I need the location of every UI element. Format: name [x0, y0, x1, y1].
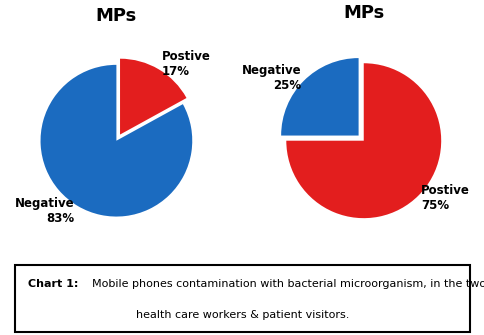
Title: Health Care Workers
MPs: Health Care Workers MPs — [12, 0, 221, 25]
Title: Patients Visitors
MPs: Patients Visitors MPs — [280, 0, 446, 22]
Text: Postive
75%: Postive 75% — [421, 184, 469, 212]
Text: Negative
25%: Negative 25% — [241, 64, 301, 92]
Text: Postive
17%: Postive 17% — [161, 50, 210, 78]
Wedge shape — [286, 63, 440, 218]
Text: health care workers & patient visitors.: health care workers & patient visitors. — [136, 310, 348, 320]
Text: Chart 1:: Chart 1: — [28, 279, 78, 289]
Text: Mobile phones contamination with bacterial microorganism, in the two groups,: Mobile phones contamination with bacteri… — [85, 279, 484, 289]
Wedge shape — [120, 59, 186, 135]
Wedge shape — [281, 58, 358, 136]
Text: Negative
83%: Negative 83% — [15, 197, 75, 225]
Wedge shape — [41, 65, 192, 216]
